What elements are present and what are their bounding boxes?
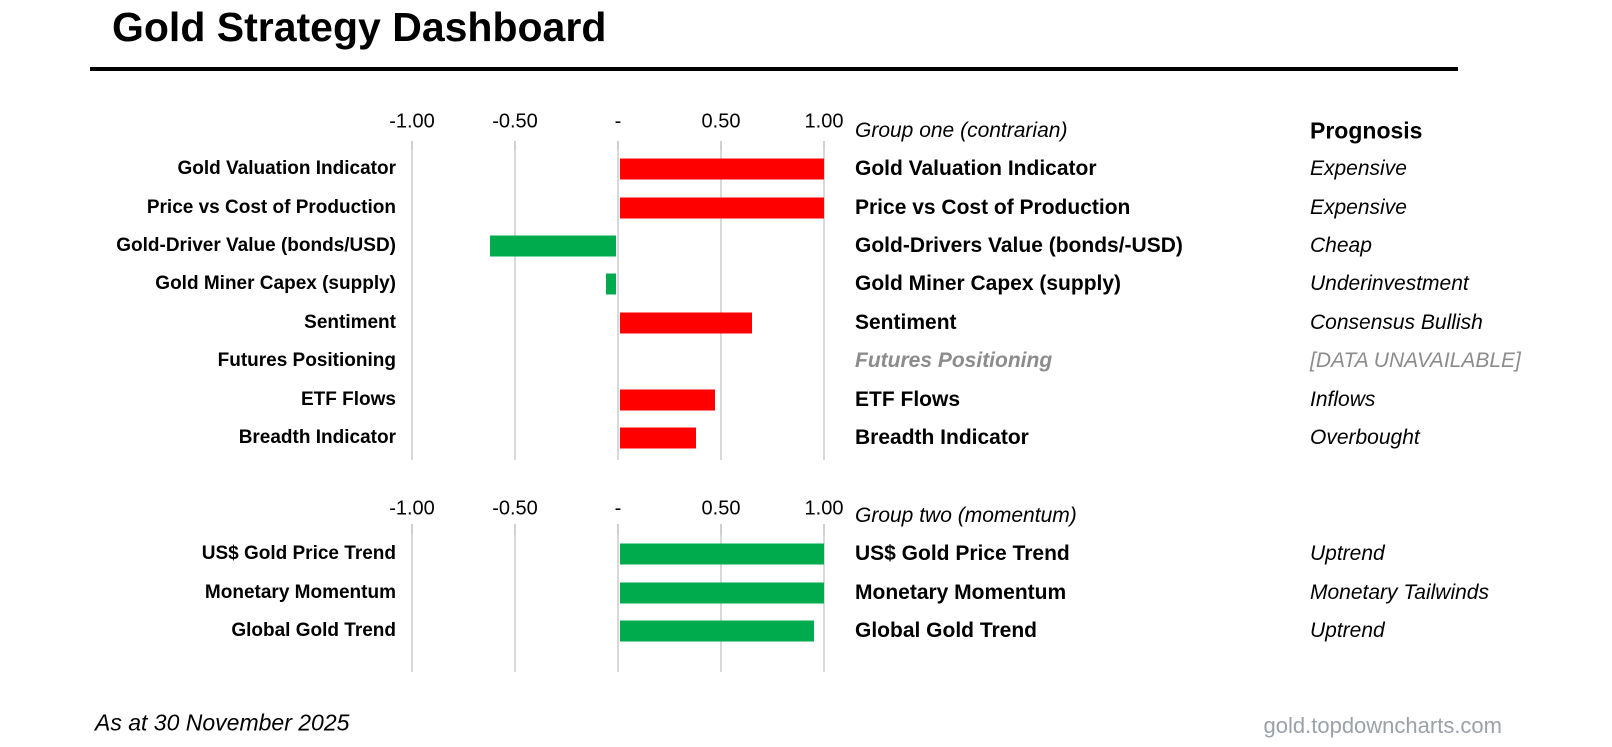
page-title: Gold Strategy Dashboard xyxy=(112,4,607,50)
bar-green xyxy=(620,620,814,642)
gridline xyxy=(823,150,825,460)
panel-row-label: Breadth Indicator xyxy=(855,426,1029,449)
panel-row-label: Gold Miner Capex (supply) xyxy=(855,272,1122,296)
axis-tick-mark xyxy=(411,141,413,152)
group-two-header: Group two (momentum) xyxy=(855,504,1077,527)
prognosis-value: Inflows xyxy=(1310,387,1376,411)
axis-tick-label: 1.00 xyxy=(804,110,844,133)
axis-tick-label: 1.00 xyxy=(804,497,844,520)
category-label: Gold Valuation Indicator xyxy=(177,158,396,180)
category-label: Sentiment xyxy=(304,311,396,333)
bar-red xyxy=(620,197,824,219)
gridline xyxy=(823,535,825,672)
axis-tick-mark xyxy=(617,141,619,152)
prognosis-value: Monetary Tailwinds xyxy=(1310,580,1489,604)
category-label: Gold Miner Capex (supply) xyxy=(155,273,396,295)
panel-row-label: US$ Gold Price Trend xyxy=(855,542,1070,566)
axis-tick-label: 0.50 xyxy=(701,110,741,133)
category-label: ETF Flows xyxy=(301,388,396,410)
category-label: Price vs Cost of Production xyxy=(146,196,396,218)
category-label: US$ Gold Price Trend xyxy=(201,543,396,565)
axis-tick-mark xyxy=(720,141,722,152)
axis-tick-mark xyxy=(514,524,516,537)
axis-tick-label: -0.50 xyxy=(492,110,538,133)
axis-tick-label: 0.50 xyxy=(701,497,741,520)
axis-tick-label: -1.00 xyxy=(389,110,435,133)
gridline xyxy=(720,535,722,672)
panel-row-label: Gold Valuation Indicator xyxy=(855,157,1097,181)
prognosis-value: [DATA UNAVAILABLE] xyxy=(1310,349,1521,373)
bar-green xyxy=(620,582,824,604)
panel-row-label: Monetary Momentum xyxy=(855,580,1067,604)
prognosis-value: Expensive xyxy=(1310,195,1407,219)
as-at-date: As at 30 November 2025 xyxy=(95,709,350,736)
bar-red xyxy=(620,312,752,334)
prognosis-value: Uptrend xyxy=(1310,542,1385,566)
bar-green xyxy=(490,235,616,257)
panel-row-label: ETF Flows xyxy=(855,387,960,411)
gridline xyxy=(514,535,516,672)
axis-tick-mark xyxy=(720,524,722,537)
category-label: Futures Positioning xyxy=(217,350,396,372)
axis-tick-label: -1.00 xyxy=(389,497,435,520)
axis-tick-mark xyxy=(411,524,413,537)
axis-tick-mark xyxy=(823,524,825,537)
category-label: Monetary Momentum xyxy=(204,581,396,603)
panel-row-label: Global Gold Trend xyxy=(855,619,1038,642)
gridline xyxy=(617,150,619,460)
panel-row-label: Price vs Cost of Production xyxy=(855,195,1131,219)
panel-row-label: Gold-Drivers Value (bonds/-USD) xyxy=(855,234,1183,257)
category-label: Gold-Driver Value (bonds/USD) xyxy=(116,235,396,256)
axis-tick-mark xyxy=(617,524,619,537)
bar-red xyxy=(620,158,824,180)
source-watermark: gold.topdowncharts.com xyxy=(1263,713,1502,738)
prognosis-value: Consensus Bullish xyxy=(1310,310,1483,334)
axis-tick-label: - xyxy=(614,497,622,520)
prognosis-header: Prognosis xyxy=(1310,117,1423,144)
panel-row-label: Sentiment xyxy=(855,310,957,334)
prognosis-value: Uptrend xyxy=(1310,619,1385,642)
axis-tick-mark xyxy=(514,141,516,152)
gridline xyxy=(720,150,722,460)
gridline xyxy=(411,150,413,460)
prognosis-value: Overbought xyxy=(1310,426,1420,449)
axis-tick-label: - xyxy=(614,110,622,133)
category-label: Global Gold Trend xyxy=(231,620,396,641)
prognosis-value: Expensive xyxy=(1310,157,1407,181)
title-underline xyxy=(90,67,1458,71)
bar-green xyxy=(605,273,616,295)
category-label: Breadth Indicator xyxy=(238,427,396,448)
axis-tick-mark xyxy=(823,141,825,152)
prognosis-value: Cheap xyxy=(1310,234,1372,257)
bar-red xyxy=(620,389,715,411)
bar-red xyxy=(620,427,697,449)
group-one-header: Group one (contrarian) xyxy=(855,119,1068,142)
bar-green xyxy=(620,543,824,565)
gridline xyxy=(411,535,413,672)
gridline xyxy=(514,150,516,460)
prognosis-value: Underinvestment xyxy=(1310,272,1469,296)
axis-tick-label: -0.50 xyxy=(492,497,538,520)
panel-row-label: Futures Positioning xyxy=(855,349,1053,373)
gridline xyxy=(617,535,619,672)
